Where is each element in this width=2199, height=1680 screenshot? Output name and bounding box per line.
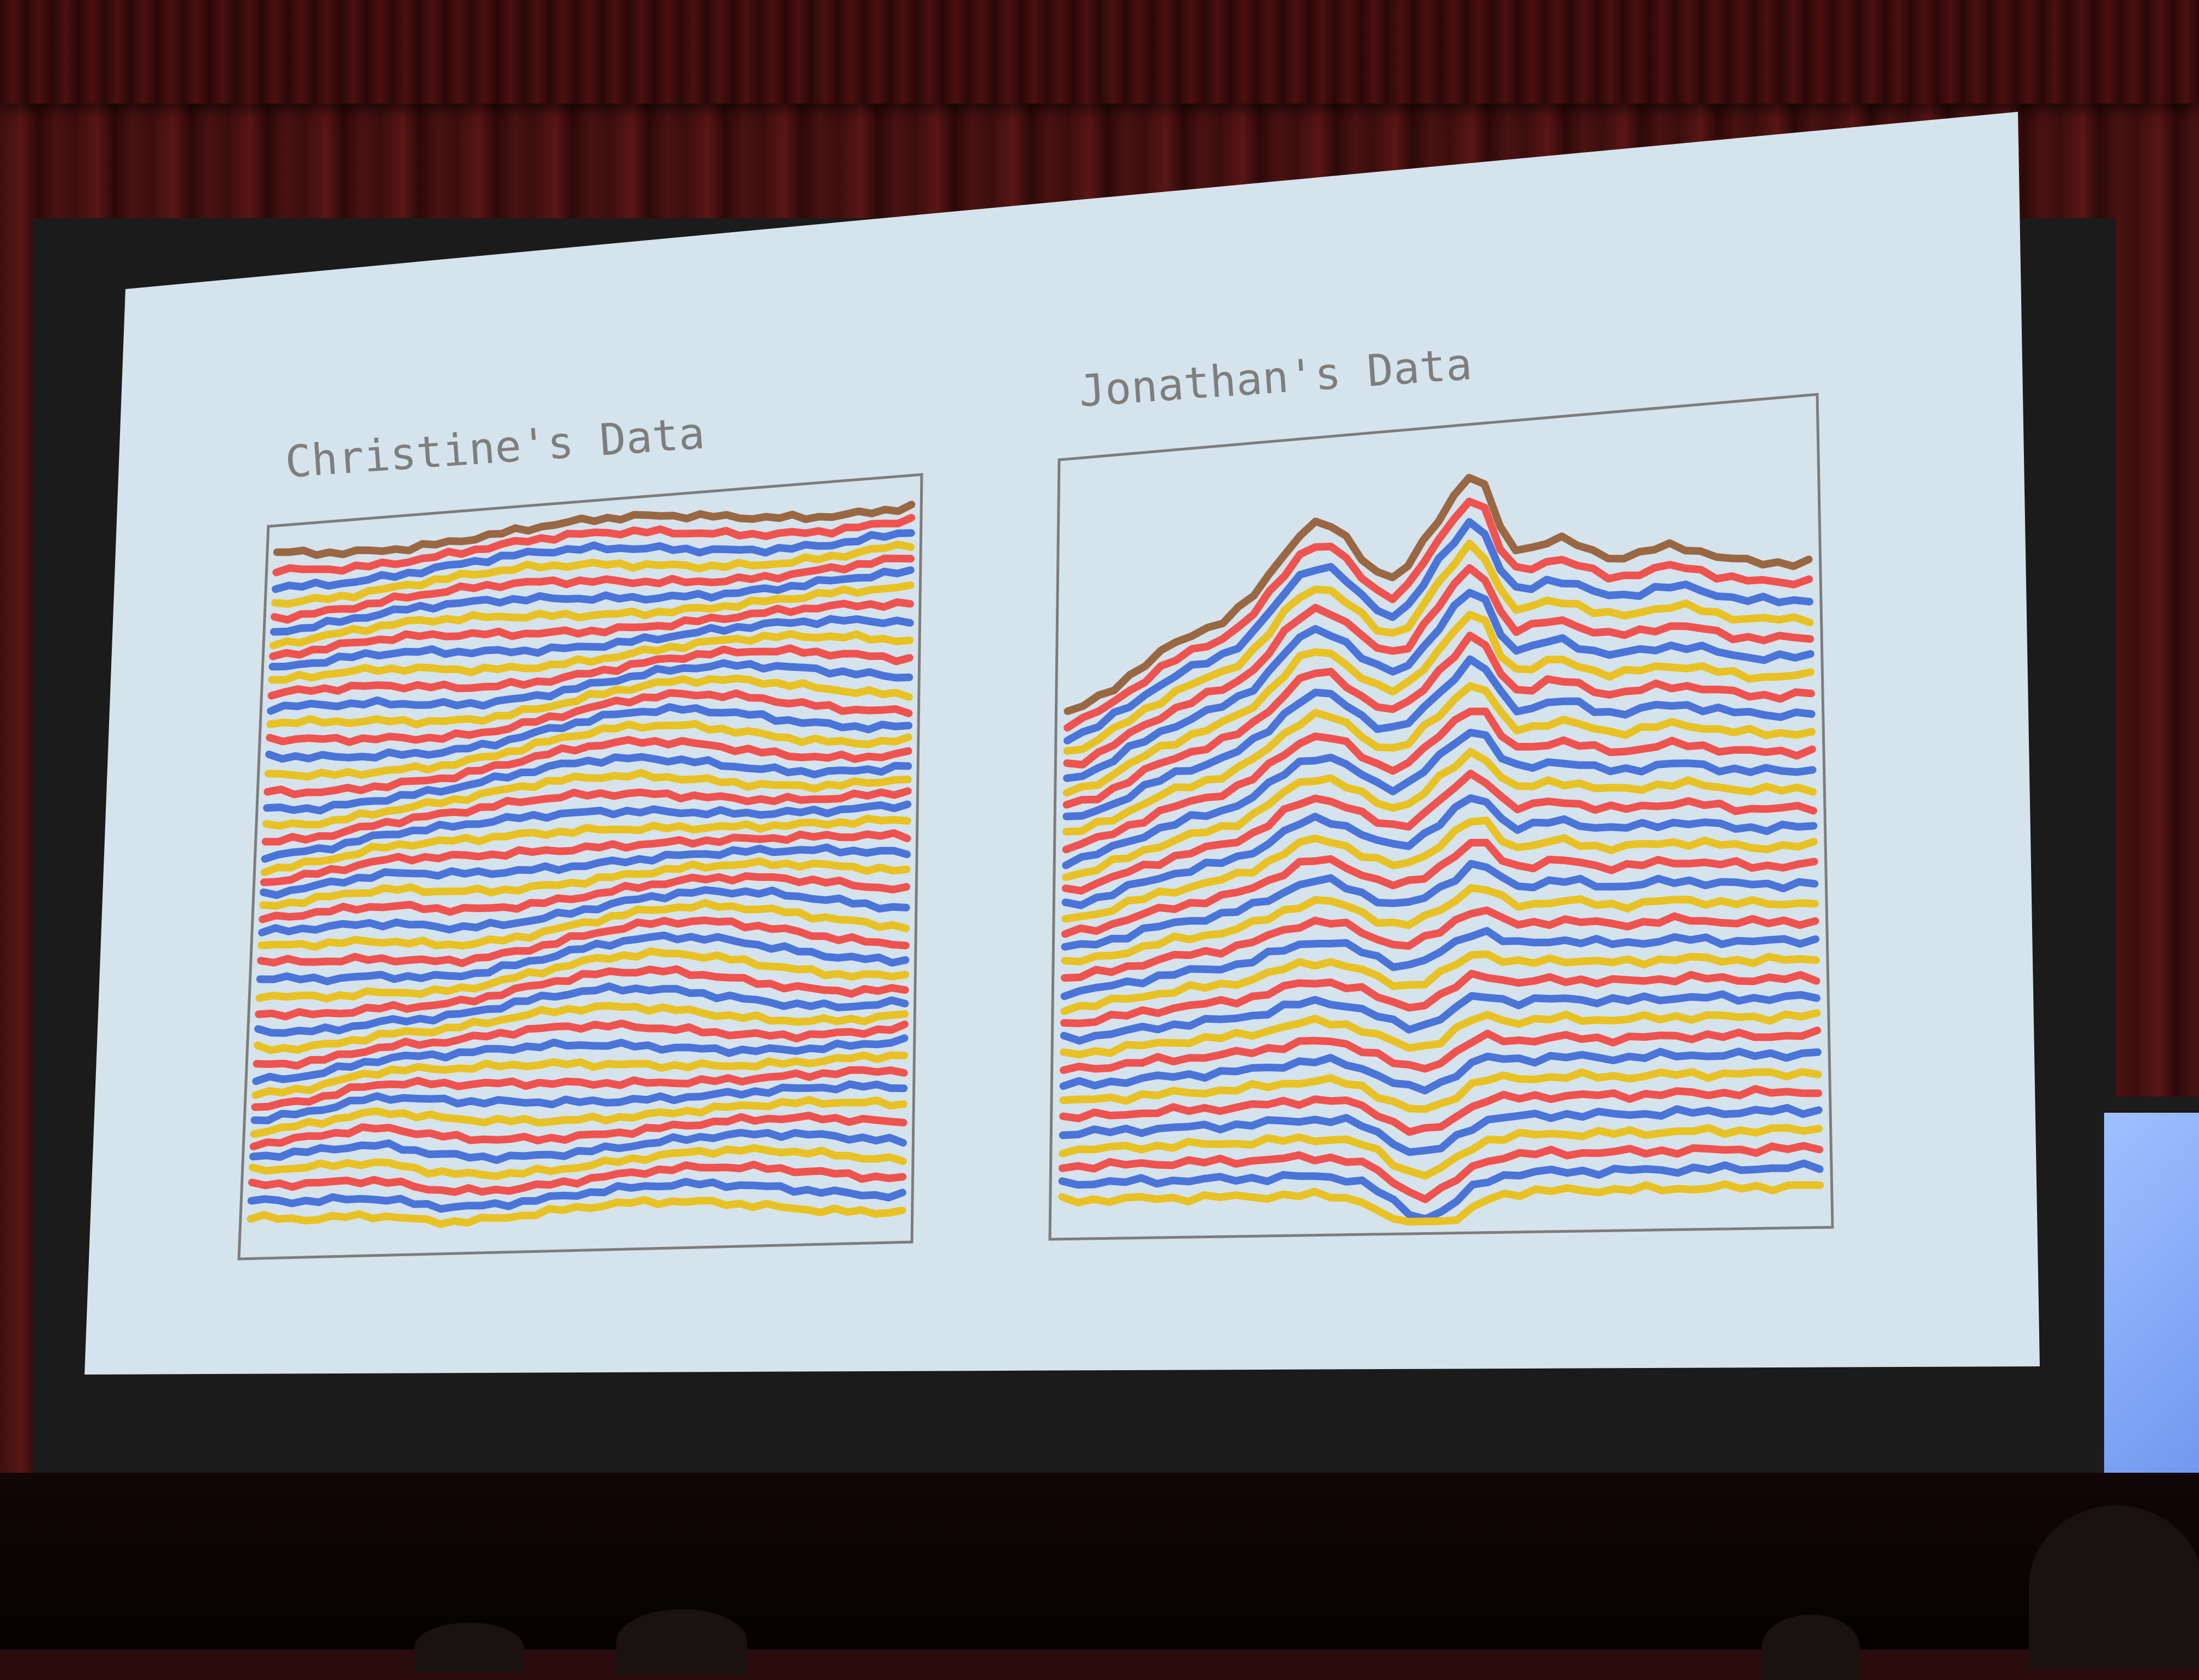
panel-christine: Christine's Data [237,407,923,1261]
stacked-line [271,541,915,608]
panel-jonathan: Jonathan's Data [1048,339,1834,1241]
stacked-line [251,1051,908,1099]
stacked-line [263,736,912,799]
plot-frame-christine [237,473,923,1261]
stacked-line [269,581,915,650]
audience-head [616,1609,747,1675]
stacked-line [1064,518,1813,745]
stacked-line [249,1129,907,1164]
stacked-line-top [1064,473,1813,715]
stacked-line [1059,1142,1823,1203]
stacked-line [1059,1068,1822,1113]
stacked-line [1060,1009,1821,1059]
stacked-line [247,1178,906,1213]
stacked-line [1060,990,1821,1045]
audience-head [1762,1615,1860,1680]
stacked-line [1063,539,1814,755]
stacked-line [1059,1047,1822,1095]
stacked-line [1059,1085,1823,1136]
stacked-line [250,1096,908,1138]
stacked-line [270,566,915,636]
stacked-line [265,703,912,763]
stacked-line [259,857,911,910]
stacked-line [1060,1027,1821,1074]
line-stack-jonathan [1058,473,1824,1226]
stacked-line [1062,682,1816,836]
plot-frame-jonathan [1048,393,1834,1241]
stacked-line [268,630,914,684]
stacked-line [271,554,915,624]
stacked-line [260,843,911,899]
stacked-line [1061,838,1818,938]
stacked-line [254,982,909,1037]
stacked-line [1061,817,1818,923]
stacked-line [248,1160,907,1196]
stacked-line [1061,794,1818,909]
audience-silhouettes [0,1473,2199,1649]
stacked-line [1059,1103,1823,1156]
stacked-line [252,1034,909,1085]
stacked-line [261,800,912,863]
stacked-line [1058,1180,1824,1226]
stacked-line [1060,969,1821,1028]
stacked-line [258,886,910,937]
stacked-line [250,1080,908,1125]
stacked-line [1062,729,1817,869]
stacked-line [1062,610,1815,797]
stacked-line [1060,927,1819,1000]
curtain-valance [0,0,2199,104]
stacked-line-top [273,501,916,559]
stacked-line [1064,497,1813,732]
stacked-line [267,659,914,715]
stacked-line [249,1144,907,1180]
audience-head [414,1623,524,1672]
stacked-line [1059,1124,1823,1180]
stacked-line [1060,950,1820,1015]
stacked-line [1063,564,1815,769]
stacked-line [272,514,915,577]
stacked-line [266,674,913,729]
side-monitor-screen [2104,1113,2199,1516]
stacked-line [1062,707,1816,854]
stacked-line [260,829,911,886]
stacked-line [263,753,912,815]
stacked-line [247,1196,906,1228]
stacked-line [257,899,910,951]
stacked-line [269,598,914,661]
stacked-line [249,1112,908,1150]
audience-head [2029,1505,2199,1669]
stacked-line [272,529,915,593]
stacked-line [255,965,909,1021]
stacked-line [264,720,912,781]
stacked-line [254,1001,909,1054]
stacked-line [256,931,910,986]
stacked-line [1061,770,1817,895]
stacked-line [253,1019,909,1070]
stacked-line [1063,589,1815,782]
stacked-line [259,872,911,923]
stacked-line [262,769,912,830]
stacked-line [1062,632,1815,809]
stacked-line [1061,860,1819,951]
stacked-line [1062,655,1816,820]
stacked-line [255,947,909,1003]
stacked-line [1058,1159,1824,1223]
stacked-line [266,689,913,746]
stacked-line [260,814,911,877]
stacked-line [268,615,914,671]
stacked-line [1061,906,1819,982]
stacked-line [1061,884,1819,965]
stacked-line [251,1066,908,1111]
stacked-line [261,787,912,846]
stacked-line [1062,748,1817,881]
stacked-line [257,916,910,968]
stacked-line [267,644,914,700]
line-stack-christine [247,501,916,1228]
